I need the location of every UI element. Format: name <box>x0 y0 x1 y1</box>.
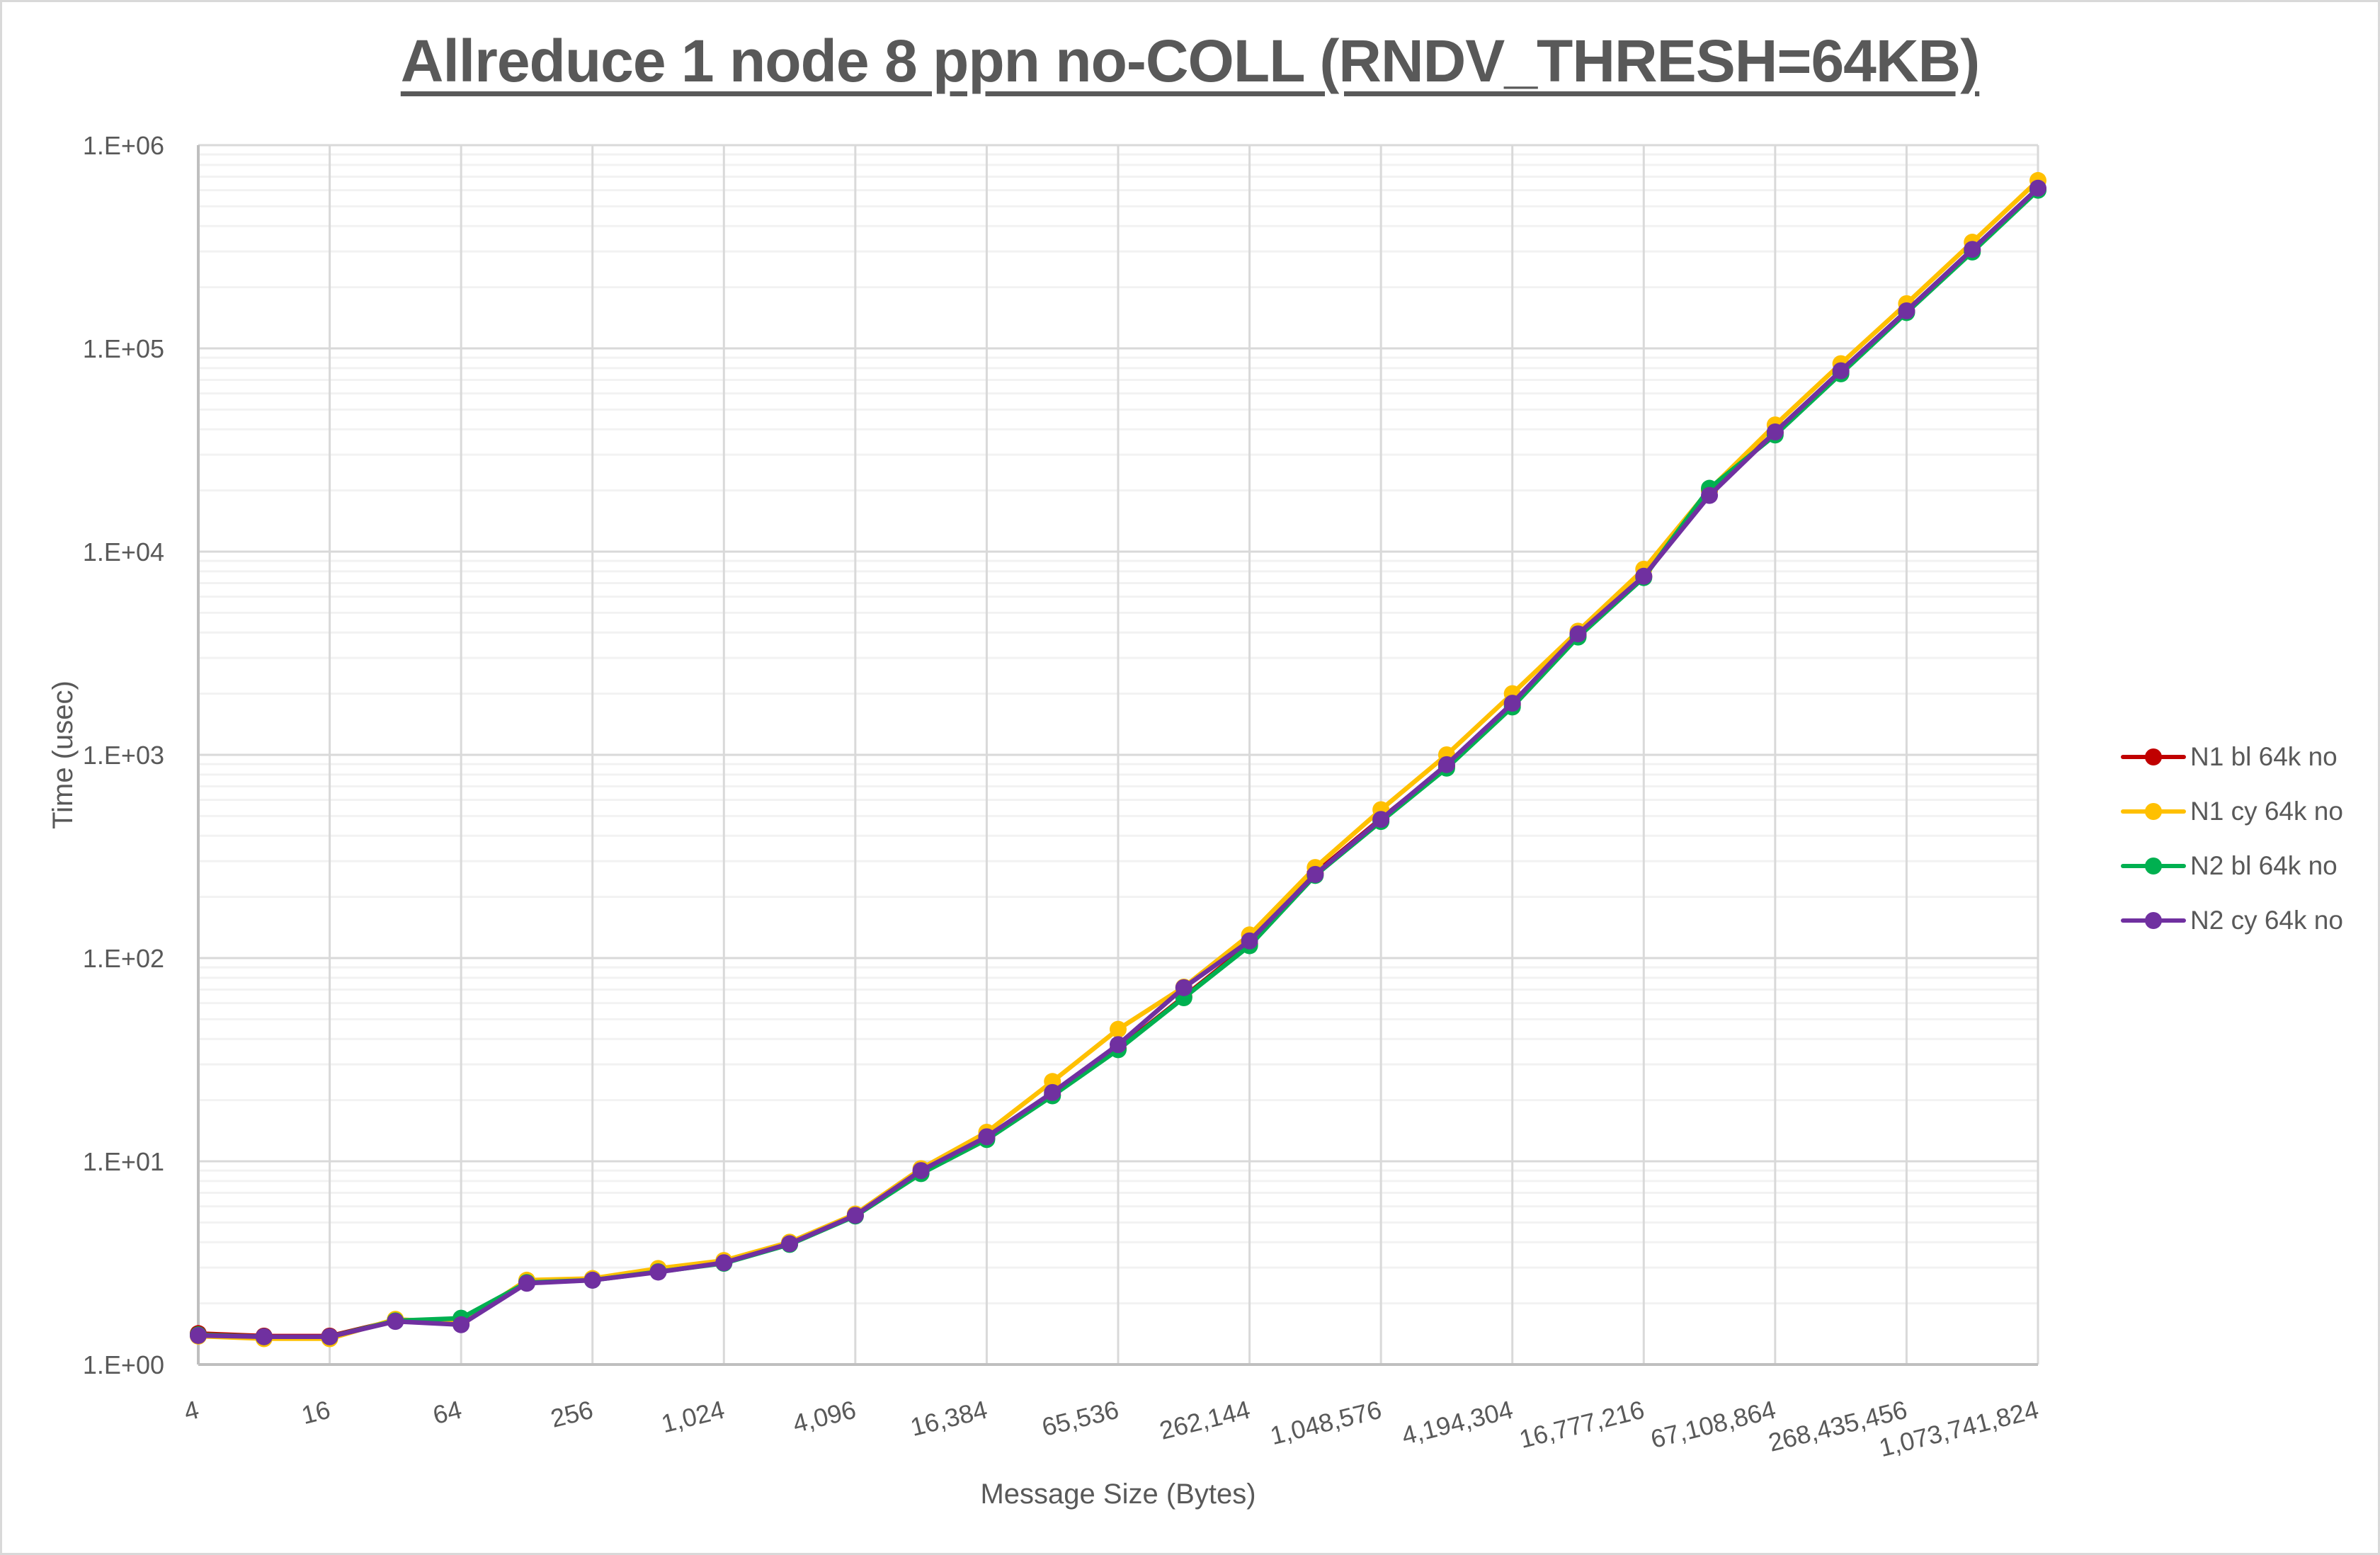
data-point-marker[interactable] <box>387 1313 404 1331</box>
data-point-marker[interactable] <box>518 1275 535 1292</box>
y-tick-label: 1.E+06 <box>83 131 164 160</box>
data-point-marker[interactable] <box>1569 625 1587 643</box>
legend-item-n2-bl[interactable]: N2 bl 64k no <box>2121 838 2343 893</box>
x-tick-label: 4,096 <box>790 1395 858 1439</box>
data-point-marker[interactable] <box>1044 1083 1061 1101</box>
legend-marker-icon <box>2121 802 2186 820</box>
x-tick-label: 4 <box>181 1395 201 1427</box>
y-tick-label: 1.E+01 <box>83 1147 164 1176</box>
data-point-marker[interactable] <box>781 1235 799 1253</box>
data-point-marker[interactable] <box>978 1128 996 1146</box>
data-point-marker[interactable] <box>321 1328 338 1345</box>
data-point-marker[interactable] <box>715 1254 733 1272</box>
axes <box>197 145 2038 1366</box>
data-point-marker[interactable] <box>1898 302 1915 319</box>
data-point-marker[interactable] <box>190 1326 207 1344</box>
data-point-marker[interactable] <box>1503 695 1521 712</box>
x-tick-label: 4,194,304 <box>1399 1395 1515 1451</box>
y-tick-label: 1.E+02 <box>83 944 164 973</box>
data-point-marker[interactable] <box>1832 362 1850 380</box>
data-point-marker[interactable] <box>1241 932 1258 950</box>
chart-title: Allreduce 1 node 8 ppn no-COLL (RNDV_THR… <box>400 28 1980 94</box>
legend-label: N1 cy 64k no <box>2190 796 2343 826</box>
data-point-marker[interactable] <box>1437 756 1455 773</box>
x-tick-label: 64 <box>430 1395 465 1430</box>
legend-label: N2 bl 64k no <box>2190 850 2338 880</box>
x-axis-title: Message Size (Bytes) <box>980 1479 1256 1510</box>
y-tick-label: 1.E+00 <box>83 1350 164 1379</box>
data-point-marker[interactable] <box>1110 1020 1127 1038</box>
legend-item-n1-cy[interactable]: N1 cy 64k no <box>2121 784 2343 838</box>
x-tick-label: 16,777,216 <box>1516 1395 1647 1454</box>
x-tick-label: 256 <box>547 1395 596 1433</box>
legend-label: N2 cy 64k no <box>2190 905 2343 935</box>
legend-item-n1-bl[interactable]: N1 bl 64k no <box>2121 729 2343 784</box>
x-tick-label: 16 <box>299 1395 334 1430</box>
legend-marker-icon <box>2121 911 2186 929</box>
x-tick-label: 262,144 <box>1156 1395 1253 1445</box>
data-point-marker[interactable] <box>846 1207 864 1224</box>
x-tick-label: 16,384 <box>908 1395 991 1442</box>
y-axis-tick-labels: 1.E+00 1.E+01 1.E+02 1.E+03 1.E+04 1.E+05 1.E+… <box>83 131 164 1379</box>
data-point-marker[interactable] <box>452 1316 470 1333</box>
x-axis-tick-labels: 4 16 64 256 1,024 4,096 16,384 65,536 262,144 1,0… <box>181 1395 2041 1462</box>
data-point-marker[interactable] <box>2029 179 2046 197</box>
data-series <box>190 171 2046 1348</box>
major-gridlines <box>198 144 2039 1365</box>
data-point-marker[interactable] <box>1175 979 1192 996</box>
legend-item-n2-cy[interactable]: N2 cy 64k no <box>2121 893 2343 947</box>
data-point-marker[interactable] <box>1110 1036 1127 1054</box>
data-point-marker[interactable] <box>1766 423 1784 441</box>
y-tick-label: 1.E+05 <box>83 334 164 363</box>
data-point-marker[interactable] <box>1306 865 1324 883</box>
series-n2-cy-64k-no <box>190 179 2046 1345</box>
x-tick-label: 1,024 <box>659 1395 727 1439</box>
data-point-marker[interactable] <box>1701 486 1719 504</box>
data-point-marker[interactable] <box>1964 241 1981 258</box>
legend-label: N1 bl 64k no <box>2190 741 2338 771</box>
legend-marker-icon <box>2121 748 2186 765</box>
legend-marker-icon <box>2121 857 2186 875</box>
data-point-marker[interactable] <box>912 1162 930 1180</box>
x-tick-label: 1,048,576 <box>1268 1395 1384 1451</box>
y-tick-label: 1.E+03 <box>83 741 164 770</box>
data-point-marker[interactable] <box>583 1271 601 1289</box>
x-tick-label: 65,536 <box>1039 1395 1122 1442</box>
x-tick-label: 67,108,864 <box>1648 1395 1779 1454</box>
data-point-marker[interactable] <box>649 1263 667 1281</box>
data-point-marker[interactable] <box>1635 567 1653 585</box>
legend: N1 bl 64k no N1 cy 64k no N2 bl 64k no N… <box>2121 729 2343 947</box>
data-point-marker[interactable] <box>255 1328 273 1345</box>
y-axis-title: Time (usec) <box>47 680 79 829</box>
y-tick-label: 1.E+04 <box>83 537 164 566</box>
data-point-marker[interactable] <box>1372 811 1390 828</box>
